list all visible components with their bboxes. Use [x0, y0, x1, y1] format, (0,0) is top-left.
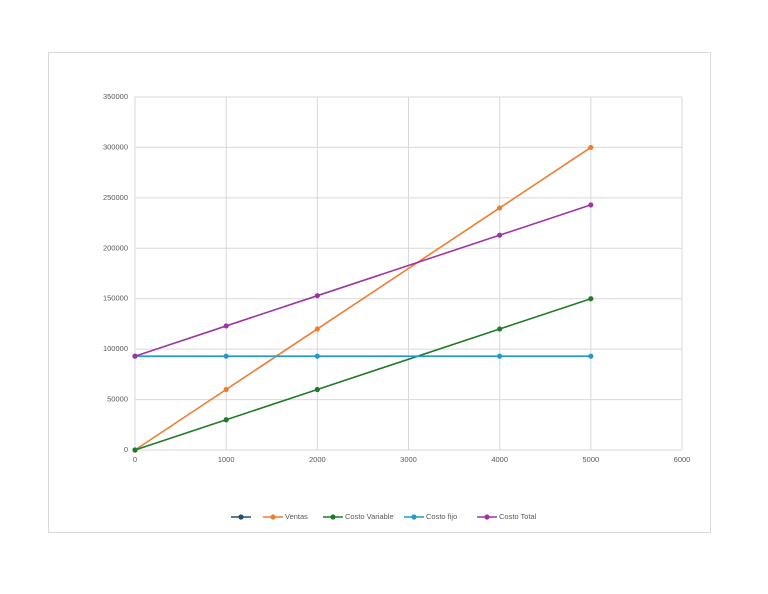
data-point	[314, 326, 320, 332]
data-point	[497, 232, 503, 238]
x-tick-label: 0	[133, 455, 137, 464]
y-tick-label: 150000	[103, 294, 128, 303]
data-point	[314, 386, 320, 393]
x-tick-label: 2000	[309, 455, 326, 464]
data-point	[223, 323, 229, 329]
data-point	[223, 353, 229, 359]
legend-marker	[484, 514, 490, 520]
data-point	[223, 386, 229, 393]
data-point	[497, 205, 503, 211]
y-tick-label: 250000	[103, 193, 128, 202]
x-tick-label: 5000	[582, 455, 599, 464]
legend-marker	[270, 514, 276, 520]
data-point	[588, 353, 594, 359]
data-point	[314, 353, 320, 359]
data-point	[588, 144, 594, 151]
x-tick-label: 4000	[491, 455, 508, 464]
data-point	[497, 353, 503, 359]
legend-marker	[411, 514, 417, 520]
data-point	[132, 447, 138, 453]
x-tick-label: 6000	[674, 455, 691, 464]
data-point	[588, 202, 594, 208]
data-point	[588, 296, 594, 302]
y-tick-label: 0	[124, 445, 128, 454]
legend-marker	[330, 514, 336, 520]
y-tick-label: 300000	[103, 142, 128, 151]
legend-marker	[238, 514, 244, 520]
y-tick-label: 50000	[107, 395, 128, 404]
x-tick-label: 1000	[218, 455, 235, 464]
legend-label: Costo Variable	[345, 512, 394, 521]
data-point	[132, 353, 138, 359]
y-tick-label: 350000	[103, 92, 128, 101]
legend-label: Costo Total	[499, 512, 537, 521]
data-point	[223, 417, 229, 423]
data-point	[314, 293, 320, 299]
x-tick-label: 3000	[400, 455, 417, 464]
data-point	[497, 326, 503, 332]
legend-label: Ventas	[285, 512, 308, 521]
chart-border	[48, 52, 711, 533]
legend-label: Costo fijo	[426, 512, 457, 521]
y-tick-label: 200000	[103, 243, 128, 252]
y-tick-label: 100000	[103, 344, 128, 353]
